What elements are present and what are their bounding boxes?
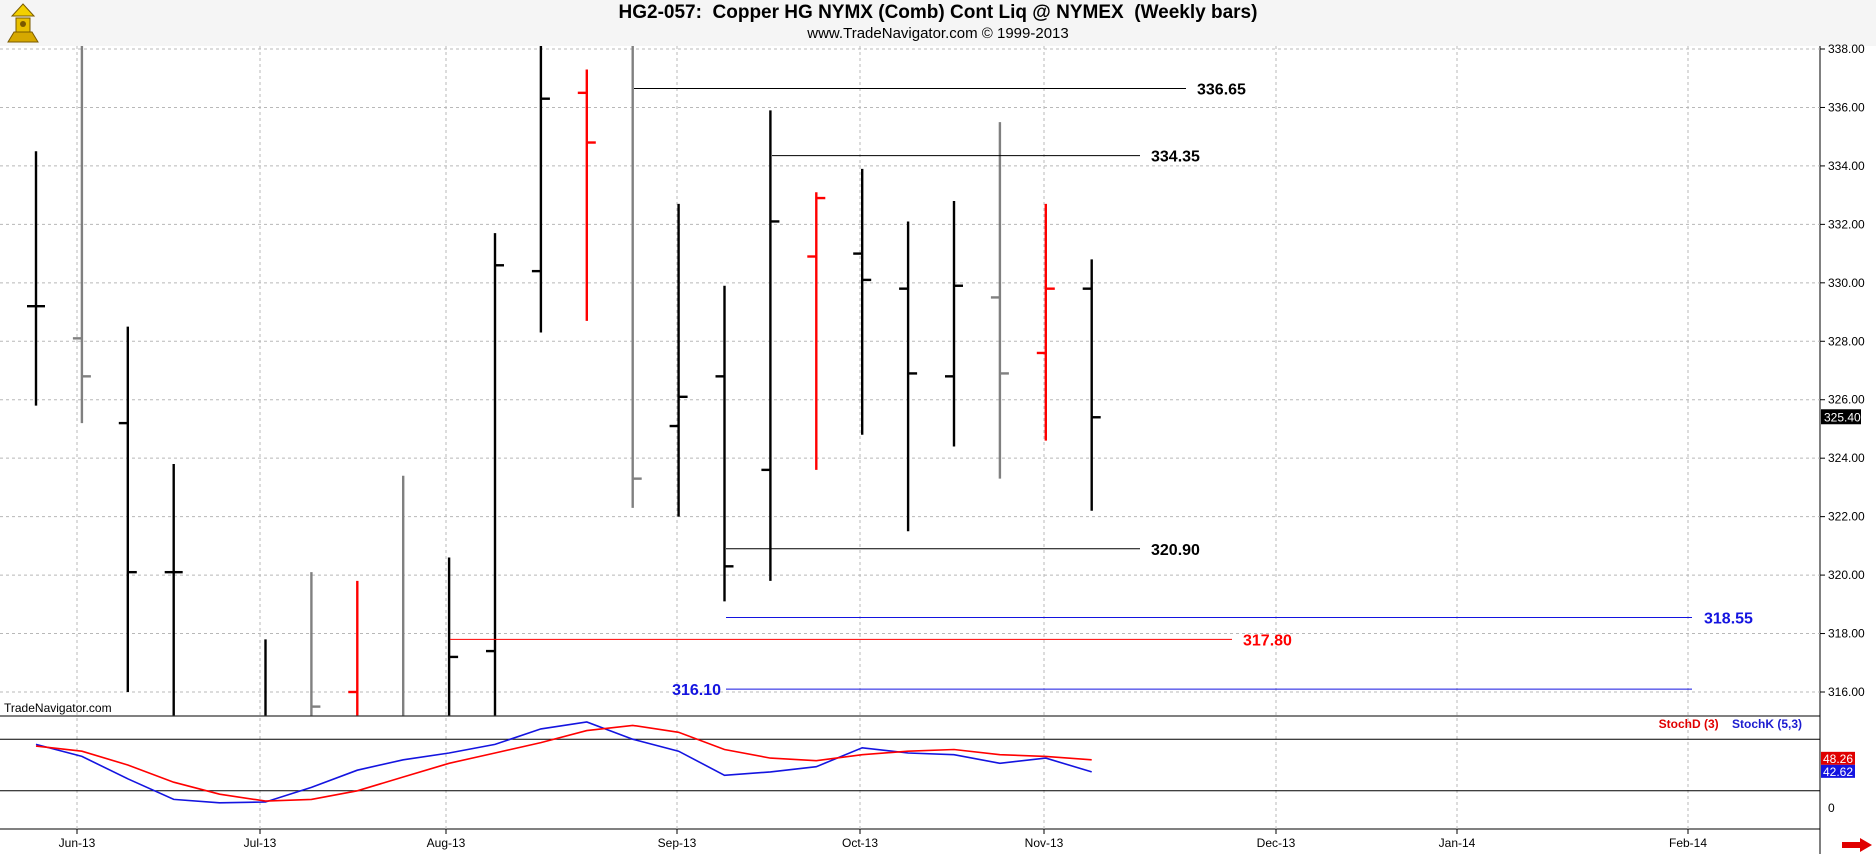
- stochD-line: [35, 724, 1092, 802]
- x-tick-label: Nov-13: [1025, 836, 1064, 850]
- y-tick-label: 338.00: [1828, 42, 1865, 56]
- y-tick-label: 316.00: [1828, 685, 1865, 699]
- level-label: 320.90: [1151, 542, 1200, 559]
- level-label: 318.55: [1704, 610, 1753, 627]
- x-tick-label: Sep-13: [658, 836, 697, 850]
- x-tick-label: Dec-13: [1257, 836, 1296, 850]
- level-label: 316.10: [672, 682, 721, 699]
- y-tick-label: 328.00: [1828, 334, 1865, 348]
- level-label: 336.65: [1197, 81, 1246, 98]
- stochD-value-label: 48.26: [1823, 752, 1853, 766]
- last-price-label: 325.40: [1824, 410, 1861, 424]
- stochD-value-box: [1821, 751, 1855, 765]
- watermark-text: TradeNavigator.com: [4, 701, 112, 715]
- stochK-value-box: [1821, 764, 1855, 778]
- level-label: 317.80: [1243, 632, 1292, 649]
- chart-header: [0, 0, 1876, 46]
- y-tick-label: 330.00: [1828, 276, 1865, 290]
- y-tick-label: 318.00: [1828, 627, 1865, 641]
- stochK-line: [35, 721, 1092, 804]
- last-price-box: [1821, 409, 1861, 425]
- y-tick-label: 322.00: [1828, 510, 1865, 524]
- y-tick-label: 332.00: [1828, 217, 1865, 231]
- stochastic-legend: StochD (3) StochK (5,3): [1659, 717, 1802, 731]
- y-tick-label: 334.00: [1828, 159, 1865, 173]
- y-tick-label: 326.00: [1828, 393, 1865, 407]
- x-tick-label: Jan-14: [1439, 836, 1476, 850]
- stochK-legend-label: StochK (5,3): [1731, 717, 1802, 731]
- y-tick-label: 320.00: [1828, 568, 1865, 582]
- stoch-zero-label: 0: [1828, 801, 1835, 815]
- chart-subtitle: www.TradeNavigator.com © 1999-2013: [807, 25, 1069, 42]
- x-tick-label: Feb-14: [1669, 836, 1707, 850]
- x-tick-label: Jul-13: [244, 836, 277, 850]
- level-label: 334.35: [1151, 149, 1200, 166]
- trade-navigator-logo-icon: [7, 3, 39, 43]
- y-tick-label: 336.00: [1828, 100, 1865, 114]
- x-tick-label: Aug-13: [427, 836, 466, 850]
- x-tick-label: Oct-13: [842, 836, 878, 850]
- stochK-value-label: 42.62: [1823, 765, 1853, 779]
- chart-title: HG2-057: Copper HG NYMX (Comb) Cont Liq …: [618, 2, 1258, 23]
- y-tick-label: 324.00: [1828, 451, 1865, 465]
- x-tick-label: Jun-13: [59, 836, 96, 850]
- stochD-legend-label: StochD (3): [1658, 717, 1719, 731]
- scroll-right-arrow-icon[interactable]: [1842, 838, 1872, 852]
